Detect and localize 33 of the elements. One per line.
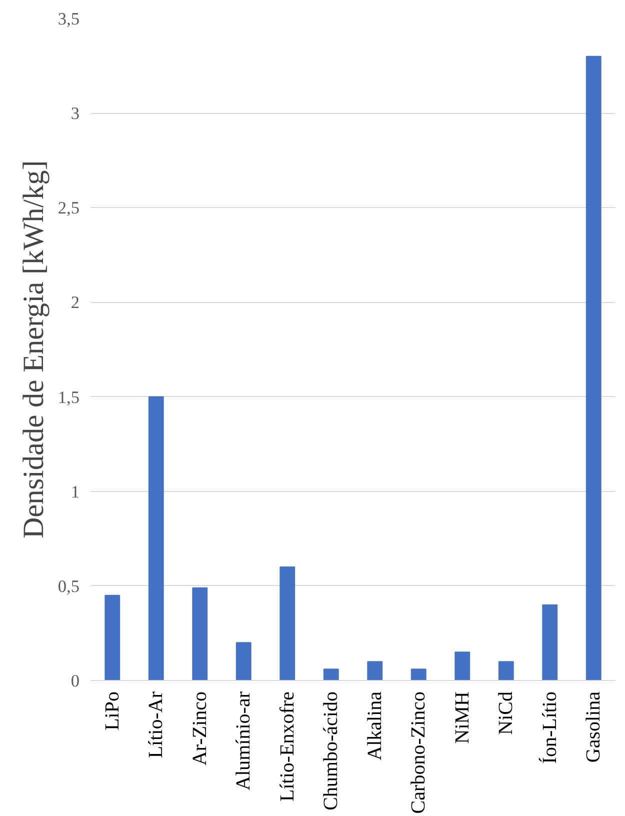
bar [542, 604, 558, 680]
bar [410, 668, 426, 680]
bar [280, 566, 296, 680]
x-tick-label: Chumbo-ácido [320, 691, 342, 810]
y-tick-label: 3 [70, 104, 80, 124]
bar [148, 396, 164, 680]
x-tick-label: Carbono-Zinco [408, 692, 430, 814]
x-tick-label: Gasolina [582, 691, 605, 763]
bar [236, 642, 252, 680]
x-tick-label: LiPo [101, 691, 124, 730]
x-tick-label: Lítio-Ar [145, 691, 168, 758]
bar [498, 661, 514, 680]
x-tick-label: Alumínio-ar [232, 691, 255, 790]
y-tick-label: 2,5 [58, 198, 80, 218]
bar [367, 661, 383, 680]
x-tick-label: NiCd [495, 691, 518, 735]
x-tick-label: NiMH [451, 691, 474, 744]
x-tick-label: Íon-Lítio [538, 691, 561, 764]
y-tick-label: 0,5 [58, 576, 80, 596]
y-tick-label: 1,5 [58, 388, 80, 407]
bar [454, 652, 470, 680]
bar [586, 56, 602, 680]
y-tick-label: 0 [70, 672, 80, 690]
x-tick-label: Lítio-Enxofre [276, 691, 298, 802]
x-tick-label: Alkalina [364, 691, 386, 760]
y-axis-title: Densidade de Energia [kWh/kg] [18, 160, 50, 539]
y-tick-label: 3,5 [58, 10, 80, 28]
bar [192, 587, 208, 680]
bar [323, 668, 339, 680]
y-tick-label: 2 [70, 293, 80, 312]
x-tick-label: Ar-Zinco [188, 692, 211, 766]
y-tick-label: 1 [70, 482, 80, 502]
bar [104, 594, 120, 680]
